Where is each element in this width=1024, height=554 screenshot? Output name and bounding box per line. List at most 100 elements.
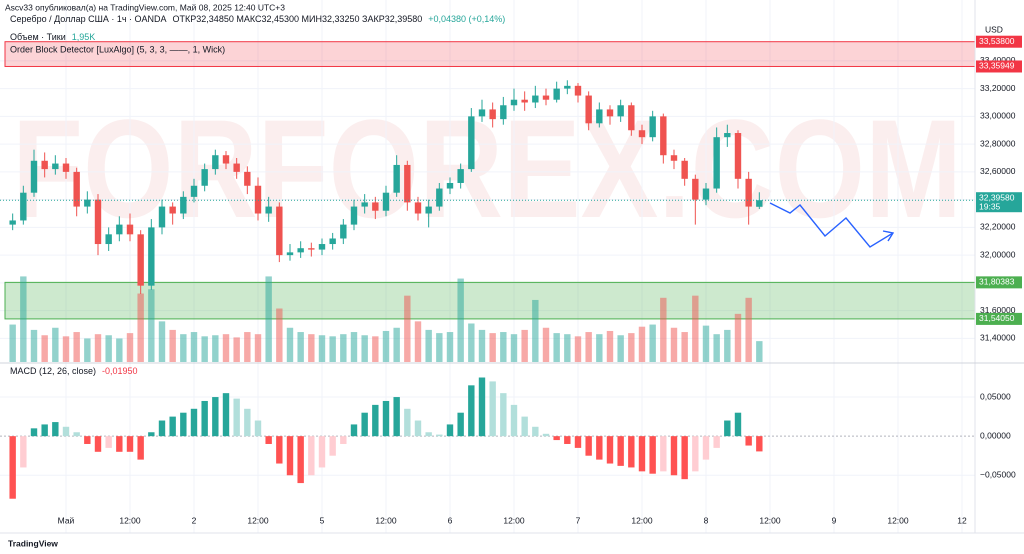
volume-bar [308,334,315,362]
volume-bar [233,337,240,362]
volume-bar [596,334,603,362]
candle-body [628,105,635,131]
candle-body [169,206,176,214]
y-tick-label: 33,40000 [980,55,1016,65]
macd-bar [94,436,102,452]
volume-bar [670,327,678,362]
macd-bar [116,436,123,452]
volume-bar [137,293,144,362]
volume-bar [148,289,155,362]
macd-bar [9,436,16,499]
candle-body [660,116,667,156]
macd-bar [62,426,70,437]
volume-bar [638,326,646,362]
candle-body [414,202,422,214]
macd-bar [382,400,390,437]
macd-bar [724,420,731,437]
indicator-name: Order Block Detector [LuxAlgo] (5, 3, 3,… [10,44,225,54]
macd-bar [542,433,550,437]
macd-bar [585,436,592,456]
macd-bar [404,408,411,437]
volume-bar [564,334,571,362]
macd-bar [73,432,80,437]
volume-bar [212,335,219,362]
last-price-bg [976,192,1022,213]
volume-bar [190,332,198,362]
candle-body [574,85,582,96]
volume-bar [30,329,38,362]
volume-bar [382,330,390,362]
x-tick-label: 12:00 [503,515,525,525]
candle-body [393,164,400,193]
volume-bar [20,276,27,362]
candle-body [638,130,646,138]
candle-body [52,163,59,170]
volume-bar [126,333,134,362]
volume-bar [180,334,187,362]
macd-bar [41,424,48,437]
macd-bar [233,398,240,437]
candle-body [9,220,16,225]
macd-bar [553,436,560,441]
candle-body [532,95,539,103]
watermark: FORFOREX.COM [12,90,962,247]
macd-tick-label: 0,00000 [980,430,1011,440]
price-tag: 33,53800 [979,36,1015,46]
volume-bar [660,297,667,362]
candle-body [713,137,720,189]
macd-bar [222,393,230,437]
candle-body [457,169,464,183]
macd-bar [692,436,699,472]
macd-bar [169,416,176,437]
y-tick-label: 32,60000 [980,166,1016,176]
x-tick-label: 5 [320,515,325,525]
candle-body [318,244,326,250]
candle-body [649,116,656,138]
candle-body [254,185,262,214]
y-tick-label: 31,60000 [980,305,1016,315]
y-tick-label: 32,80000 [980,138,1016,148]
volume-bar [457,278,464,362]
volume-bar [62,336,70,362]
candle-body [553,88,560,100]
candle-body [478,109,486,117]
countdown: 19:35 [979,201,1001,211]
macd-bar [425,432,432,437]
macd-bar [660,436,667,472]
x-tick-label: 12:00 [119,515,141,525]
volume-bar [425,329,432,362]
x-tick-label: 12:00 [247,515,269,525]
macd-bar [478,377,486,437]
volume-bar [542,327,550,362]
macd-bar [318,436,326,468]
candle-body [756,200,763,207]
y-tick-label: 33,20000 [980,83,1016,93]
candle-body [372,202,379,211]
candle-body [276,206,283,256]
macd-bar [308,436,315,476]
x-tick-label: 12:00 [759,515,781,525]
macd-bar [148,432,155,437]
macd-bar [84,436,91,444]
y-tick-label: 32,20000 [980,222,1016,232]
macd-bar [361,412,368,437]
volume-bar [286,327,294,362]
volume-bar [606,330,614,362]
candle-body [436,188,443,207]
macd-bar [244,408,251,437]
volume-bar [73,332,80,362]
volume-bar [436,333,443,362]
candle-body [41,160,48,170]
volume-bar [414,321,422,362]
candle-body [329,238,336,245]
volume-bar [692,295,699,362]
macd-bar [670,436,678,476]
candle-body [62,163,70,172]
macd-bar [105,436,112,448]
candle-body [73,171,80,207]
candle-body [468,116,475,170]
volume-bar [734,313,742,362]
macd-bar [681,436,688,480]
volume-bar [169,329,176,362]
